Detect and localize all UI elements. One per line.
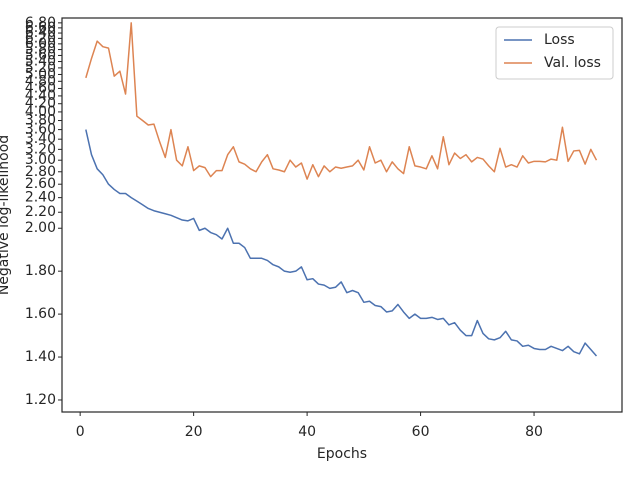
- y-tick-label: 2.80: [25, 164, 56, 180]
- legend: Loss Val. loss: [495, 26, 614, 80]
- y-tick-label: 4.60: [25, 80, 56, 96]
- y-axis-label: Negative log-likelihood: [0, 135, 12, 295]
- line-series: [85, 129, 598, 357]
- x-tick-label: 20: [185, 424, 203, 440]
- y-tick-label: 4.20: [25, 96, 56, 112]
- y-tick-label: 6.20: [25, 30, 56, 46]
- x-tick-label: 0: [76, 424, 85, 440]
- y-tick-label: 3.00: [25, 152, 56, 168]
- y-tick-label: 5.80: [25, 42, 56, 58]
- x-tick-label: 40: [298, 424, 316, 440]
- y-tick-label: 4.40: [25, 88, 56, 104]
- y-tick-label: 6.80: [25, 15, 56, 31]
- y-tick-label: 4.80: [25, 73, 56, 89]
- legend-label: Loss: [544, 32, 575, 48]
- plot-frame: [61, 17, 623, 413]
- y-tick-label: 1.20: [25, 392, 56, 408]
- y-tick-label: 6.60: [25, 20, 56, 36]
- y-tick-label: 5.00: [25, 66, 56, 82]
- line-series: [85, 22, 598, 180]
- y-tick-label: 5.60: [25, 47, 56, 63]
- y-tick-label: 2.00: [25, 220, 56, 236]
- y-tick-label: 1.40: [25, 349, 56, 365]
- y-tick-label: 1.60: [25, 306, 56, 322]
- y-tick-label: 5.20: [25, 60, 56, 76]
- x-axis-label: Epochs: [317, 446, 367, 462]
- y-tick-label: 4.00: [25, 104, 56, 120]
- y-tick-label: 5.40: [25, 54, 56, 70]
- legend-label: Val. loss: [544, 55, 601, 71]
- y-tick-label: 6.00: [25, 36, 56, 52]
- y-tick-label: 3.60: [25, 122, 56, 138]
- y-tick-label: 3.80: [25, 113, 56, 129]
- y-tick-label: 2.40: [25, 190, 56, 206]
- y-tick-label: 6.40: [25, 25, 56, 41]
- y-tick-label: 2.60: [25, 176, 56, 192]
- y-tick-label: 3.20: [25, 141, 56, 157]
- y-tick-label: 3.40: [25, 131, 56, 147]
- y-tick-label: 2.20: [25, 204, 56, 220]
- x-tick-label: 60: [412, 424, 430, 440]
- x-tick-label: 80: [525, 424, 543, 440]
- y-tick-label: 1.80: [25, 263, 56, 279]
